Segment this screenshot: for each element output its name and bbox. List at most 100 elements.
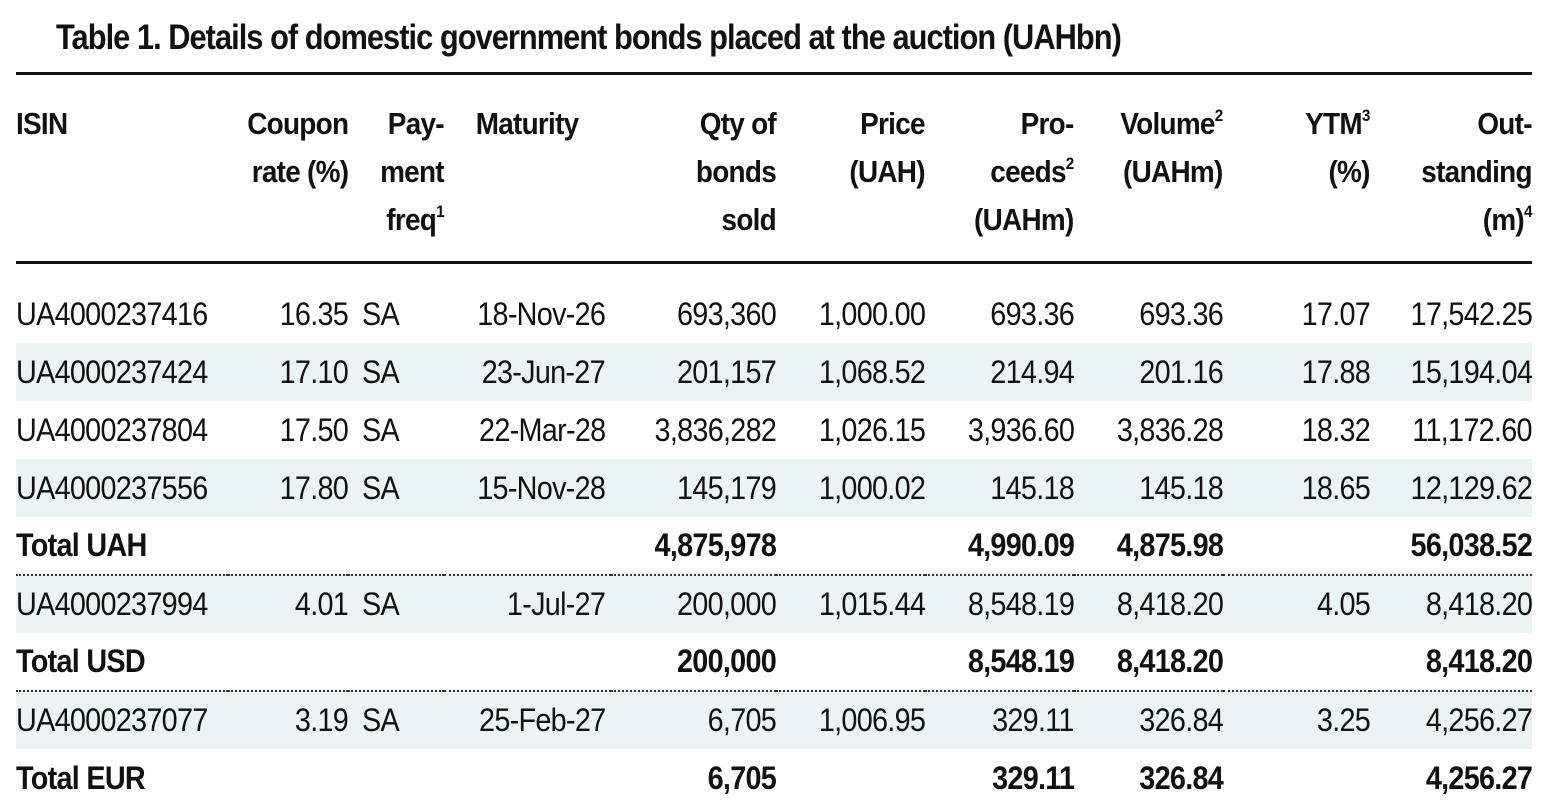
price-header-line1: Price [860,106,925,141]
volume-cell: 326.84 [1139,702,1223,738]
col-header-proceeds: Pro-ceeds2 (UAHm) [925,100,1074,261]
volume-cell: 201.16 [1139,353,1223,390]
qty-cell: 693,360 [676,295,777,332]
table-row: UA4000237804 17.50 SA 22-Mar-28 3,836,28… [16,401,1533,459]
header-rule [16,261,1532,264]
qty-header-line3: sold [721,202,777,237]
qty-cell: 6,705 [707,702,777,738]
proceeds-cell: 329.11 [992,702,1074,738]
outstanding-header-line3: (m) [1482,202,1525,237]
outstanding-footnote-marker: 4 [1524,201,1532,221]
proceeds-header-line2: ceeds [990,154,1067,189]
col-header-qty: Qty of bonds sold [611,100,777,261]
coupon-cell: 4.01 [294,586,349,622]
ytm-cell: 4.05 [1316,586,1371,622]
isin-header-label: ISIN [16,106,68,141]
bonds-table: ISIN Coupon rate (%) Pay-ment freq1 Maturi… [16,100,1533,805]
freq-cell: SA [362,702,400,738]
table-row: UA4000237994 4.01 SA 1-Jul-27 200,000 1,… [16,575,1533,633]
table-row: UA4000237077 3.19 SA 25-Feb-27 6,705 1,0… [16,691,1533,749]
outstanding-cell: 17,542.25 [1410,295,1532,332]
total-label: Total USD [16,643,146,679]
coupon-header-line1: Coupon [246,106,349,141]
spacer-row [16,261,1532,285]
total-qty-cell: 200,000 [676,643,777,679]
ytm-cell: 17.88 [1301,353,1371,390]
top-rule [16,72,1532,75]
ytm-footnote-marker: 3 [1362,105,1370,125]
proceeds-header-line1: Pro- [1021,106,1075,141]
ytm-cell: 17.07 [1301,295,1371,332]
qty-header-line2: bonds [695,154,777,189]
price-cell: 1,015.44 [818,586,926,622]
ytm-header-line1: YTM [1305,106,1363,141]
qty-header-line1: Qty of [699,106,777,141]
header-row: ISIN Coupon rate (%) Pay-ment freq1 Maturi… [16,100,1533,261]
table-row: UA4000237424 17.10 SA 23-Jun-27 201,157 … [16,343,1533,401]
proceeds-header-line3: (UAHm) [974,202,1074,237]
qty-cell: 200,000 [676,586,777,622]
total-proceeds-cell: 4,990.09 [967,527,1075,563]
volume-cell: 3,836.28 [1116,411,1224,448]
outstanding-header-line2: standing [1421,154,1533,189]
total-label: Total EUR [16,759,146,796]
isin-cell: UA4000237077 [16,702,208,738]
isin-cell: UA4000237994 [16,586,208,622]
volume-header-line1: Volume [1120,106,1216,141]
isin-cell: UA4000237424 [16,353,208,390]
isin-cell: UA4000237804 [16,411,208,448]
col-header-ytm: YTM3 (%) [1223,100,1370,261]
outstanding-cell: 12,129.62 [1410,469,1532,506]
payment-header-line1: Pay- [387,106,445,141]
price-cell: 1,000.02 [818,469,926,506]
total-outstanding-cell: 4,256.27 [1425,759,1533,796]
col-header-payment-freq: Pay-ment freq1 [348,100,445,261]
maturity-cell: 1-Jul-27 [506,586,606,622]
ytm-cell: 3.25 [1316,702,1371,738]
total-volume-cell: 4,875.98 [1116,527,1224,563]
ytm-header-line2: (%) [1328,154,1371,189]
col-header-volume: Volume2 (UAHm) [1074,100,1224,261]
ytm-cell: 18.65 [1301,469,1371,506]
total-proceeds-cell: 329.11 [991,759,1075,796]
total-row-uah: Total UAH 4,875,978 4,990.09 4,875.98 56… [16,517,1533,576]
freq-cell: SA [362,586,400,622]
price-cell: 1,026.15 [818,411,926,448]
qty-cell: 145,179 [676,469,777,506]
coupon-cell: 17.50 [279,411,349,448]
payment-header-line2: ment [380,154,445,189]
outstanding-cell: 8,418.20 [1425,586,1533,622]
coupon-cell: 3.19 [294,702,349,738]
freq-cell: SA [362,295,400,332]
total-outstanding-cell: 8,418.20 [1425,643,1533,679]
total-volume-cell: 326.84 [1139,759,1223,796]
proceeds-cell: 8,548.19 [967,586,1075,622]
table-row: UA4000237416 16.35 SA 18-Nov-26 693,360 … [16,285,1533,343]
freq-cell: SA [362,469,400,506]
table-title: Table 1. Details of domestic government … [56,18,1122,57]
maturity-cell: 23-Jun-27 [481,353,606,390]
volume-cell: 145.18 [1139,469,1223,506]
price-header-line2: (UAH) [849,154,926,189]
outstanding-cell: 15,194.04 [1410,353,1532,390]
col-header-price: Price (UAH) [776,100,926,261]
qty-cell: 3,836,282 [654,411,776,448]
total-qty-cell: 6,705 [707,759,777,796]
isin-cell: UA4000237556 [16,469,208,506]
maturity-cell: 15-Nov-28 [477,469,606,506]
volume-cell: 693.36 [1139,295,1223,332]
proceeds-cell: 693.36 [990,295,1074,332]
total-row-usd: Total USD 200,000 8,548.19 8,418.20 8,41… [16,633,1533,692]
proceeds-cell: 145.18 [990,469,1074,506]
maturity-cell: 25-Feb-27 [478,702,606,738]
coupon-cell: 17.10 [279,353,349,390]
col-header-maturity: Maturity [444,100,611,261]
ytm-cell: 18.32 [1301,411,1371,448]
table-row: UA4000237556 17.80 SA 15-Nov-28 145,179 … [16,459,1533,517]
maturity-cell: 18-Nov-26 [477,295,606,332]
outstanding-cell: 4,256.27 [1425,702,1533,738]
total-row-eur: Total EUR 6,705 329.11 326.84 4,256.27 [16,749,1533,805]
price-cell: 1,000.00 [818,295,926,332]
volume-footnote-marker: 2 [1215,105,1223,125]
